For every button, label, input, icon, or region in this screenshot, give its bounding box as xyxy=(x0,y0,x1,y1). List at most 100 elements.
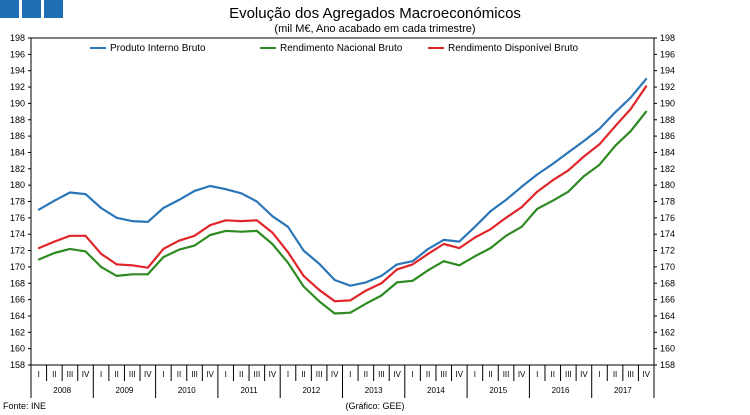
data-point-0 xyxy=(318,262,321,265)
data-point-1 xyxy=(520,225,523,228)
x-tick-label-year: 2012 xyxy=(302,386,320,395)
data-point-0 xyxy=(240,192,243,195)
data-point-2 xyxy=(240,220,243,223)
y-tick-label-left: 176 xyxy=(10,213,25,223)
y-tick-label-right: 180 xyxy=(660,180,675,190)
data-point-2 xyxy=(473,236,476,239)
y-tick-label-right: 186 xyxy=(660,131,675,141)
y-tick-label-right: 190 xyxy=(660,98,675,108)
y-tick-label-left: 166 xyxy=(10,295,25,305)
x-tick-label-quarter: II xyxy=(239,370,243,379)
y-tick-label-left: 198 xyxy=(10,33,25,43)
data-point-0 xyxy=(302,249,305,252)
data-point-1 xyxy=(582,175,585,178)
data-point-1 xyxy=(146,273,149,276)
data-point-2 xyxy=(162,247,165,250)
data-point-2 xyxy=(645,85,648,88)
data-point-2 xyxy=(349,299,352,302)
data-point-0 xyxy=(349,284,352,287)
data-point-1 xyxy=(302,285,305,288)
data-point-1 xyxy=(629,130,632,133)
data-point-1 xyxy=(458,264,461,267)
data-point-0 xyxy=(489,210,492,213)
x-tick-label-quarter: III xyxy=(503,370,510,379)
data-point-1 xyxy=(162,256,165,259)
data-point-1 xyxy=(193,244,196,247)
x-tick-label-year: 2008 xyxy=(53,386,71,395)
data-point-1 xyxy=(380,294,383,297)
x-tick-label-quarter: II xyxy=(52,370,56,379)
data-point-0 xyxy=(37,208,40,211)
y-tick-label-left: 172 xyxy=(10,246,25,256)
y-tick-label-right: 164 xyxy=(660,311,675,321)
data-point-0 xyxy=(271,215,274,218)
data-point-2 xyxy=(536,190,539,193)
data-point-1 xyxy=(240,230,243,233)
y-tick-label-left: 192 xyxy=(10,82,25,92)
data-point-1 xyxy=(551,199,554,202)
data-point-2 xyxy=(68,234,71,237)
x-tick-label-year: 2011 xyxy=(240,386,258,395)
data-point-2 xyxy=(271,231,274,234)
y-tick-label-left: 170 xyxy=(10,262,25,272)
x-tick-label-quarter: II xyxy=(114,370,118,379)
data-point-2 xyxy=(614,125,617,128)
data-point-2 xyxy=(209,224,212,227)
y-tick-label-left: 180 xyxy=(10,180,25,190)
x-tick-label-quarter: II xyxy=(551,370,555,379)
data-point-1 xyxy=(224,229,227,232)
x-tick-label-quarter: III xyxy=(378,370,385,379)
data-point-1 xyxy=(473,255,476,258)
data-point-2 xyxy=(505,216,508,219)
y-tick-label-right: 170 xyxy=(660,262,675,272)
y-tick-label-right: 168 xyxy=(660,278,675,288)
x-tick-label-quarter: IV xyxy=(206,370,214,379)
y-tick-label-left: 196 xyxy=(10,49,25,59)
data-point-2 xyxy=(582,155,585,158)
x-tick-label-year: 2010 xyxy=(178,386,196,395)
data-point-1 xyxy=(333,312,336,315)
data-point-2 xyxy=(286,251,289,254)
x-tick-label-quarter: I xyxy=(349,370,351,379)
x-tick-label-quarter: II xyxy=(426,370,430,379)
legend-label-1: Rendimento Nacional Bruto xyxy=(280,43,403,54)
data-point-1 xyxy=(115,274,118,277)
data-point-2 xyxy=(380,282,383,285)
x-tick-label-year: 2013 xyxy=(365,386,383,395)
x-tick-label-year: 2009 xyxy=(116,386,134,395)
x-tick-label-quarter: III xyxy=(565,370,572,379)
data-point-1 xyxy=(505,234,508,237)
data-point-1 xyxy=(271,243,274,246)
x-tick-label-quarter: IV xyxy=(269,370,277,379)
data-point-0 xyxy=(458,240,461,243)
y-tick-label-right: 178 xyxy=(660,197,675,207)
data-point-1 xyxy=(645,110,648,113)
data-point-2 xyxy=(427,252,430,255)
data-point-1 xyxy=(100,265,103,268)
data-point-0 xyxy=(177,198,180,201)
data-point-1 xyxy=(37,258,40,261)
data-point-1 xyxy=(427,269,430,272)
y-tick-label-right: 158 xyxy=(660,360,675,370)
data-point-2 xyxy=(146,266,149,269)
data-point-0 xyxy=(286,225,289,228)
data-point-2 xyxy=(115,263,118,266)
data-point-1 xyxy=(614,144,617,147)
y-tick-label-right: 192 xyxy=(660,82,675,92)
data-point-1 xyxy=(396,281,399,284)
y-tick-label-right: 162 xyxy=(660,327,675,337)
data-point-0 xyxy=(505,198,508,201)
data-point-2 xyxy=(177,239,180,242)
y-tick-label-right: 160 xyxy=(660,344,675,354)
data-point-1 xyxy=(255,229,258,232)
x-tick-label-quarter: II xyxy=(364,370,368,379)
data-point-2 xyxy=(442,243,445,246)
y-tick-label-left: 194 xyxy=(10,66,25,76)
data-point-0 xyxy=(551,162,554,165)
data-point-2 xyxy=(100,252,103,255)
x-tick-label-quarter: IV xyxy=(456,370,464,379)
x-tick-label-quarter: II xyxy=(301,370,305,379)
x-tick-label-quarter: III xyxy=(316,370,323,379)
data-point-1 xyxy=(349,311,352,314)
